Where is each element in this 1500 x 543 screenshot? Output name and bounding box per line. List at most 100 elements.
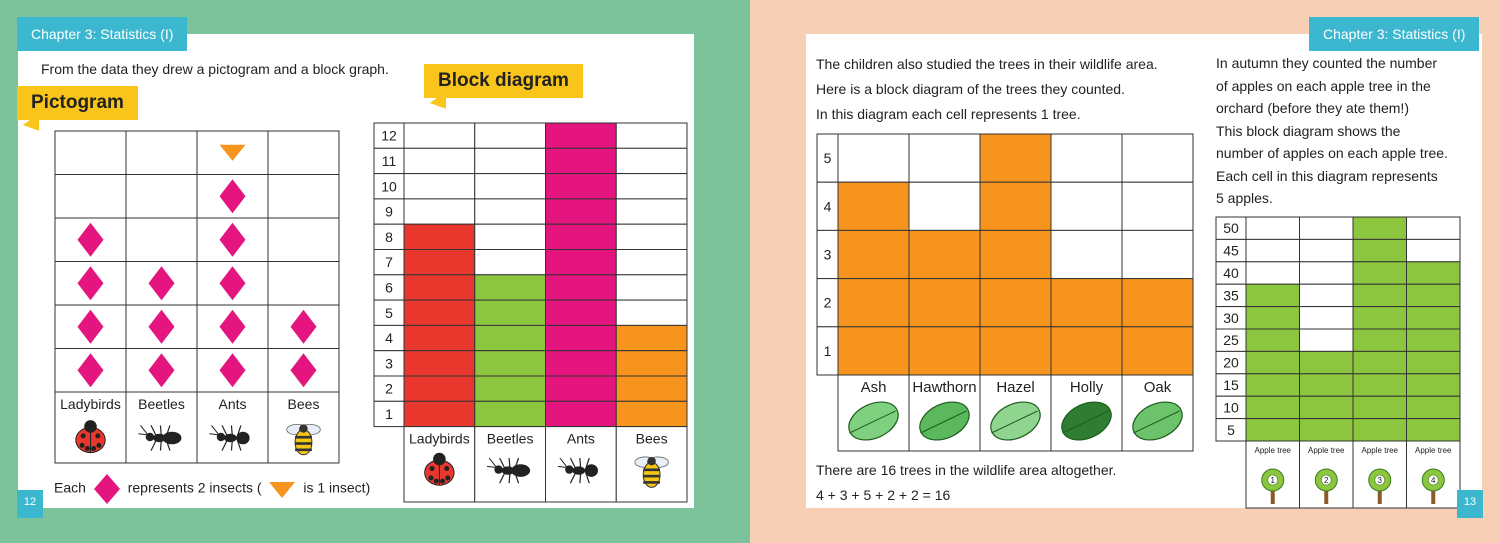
bee-icon (286, 423, 321, 456)
leg (584, 457, 590, 471)
leg (221, 425, 229, 439)
pictogram-cell (267, 261, 340, 306)
tree-number: 1 (1271, 476, 1276, 485)
leg (513, 470, 520, 484)
y-tick-label: 45 (1223, 243, 1239, 259)
bar-cell (545, 122, 617, 149)
tree-block-diagram: 5 4 3 2 1 Ash Hawthorn Hazel Holly Oak (816, 133, 1194, 452)
bar-cell (545, 249, 617, 276)
tree-intro-line: Here is a block diagram of the trees the… (816, 81, 1125, 97)
leg (569, 457, 578, 471)
ladybird-head (433, 452, 446, 466)
bar-cell (1245, 306, 1300, 330)
bar-cell (545, 400, 617, 428)
bar-cell (615, 350, 688, 377)
bar-cell (545, 198, 617, 225)
bar-cell (979, 181, 1052, 231)
axis-cell (373, 299, 405, 326)
leaf-vein (920, 410, 967, 434)
bar-cell (545, 223, 617, 250)
apple-intro-line: Each cell in this diagram represents (1216, 167, 1438, 184)
Ants-head (216, 432, 226, 442)
bar-cell (1245, 373, 1300, 397)
x-category-label: Hawthorn (912, 379, 976, 396)
empty-cell (474, 147, 546, 175)
pictogram-key: Each represents 2 insects ( is 1 insect) (54, 474, 370, 504)
leaf-vein (1133, 410, 1180, 434)
ladybird-spot (84, 445, 90, 452)
bar-cell (1121, 278, 1194, 328)
empty-cell (403, 122, 476, 149)
bee-stripe (643, 481, 661, 484)
empty-cell (474, 249, 546, 276)
bar-cell (474, 274, 546, 301)
bar-cell (403, 249, 476, 276)
bee-stripe (643, 474, 661, 478)
bar-cell (545, 147, 617, 175)
empty-cell (1245, 216, 1300, 240)
bar-cell (1352, 238, 1407, 263)
tree-number-badge (1267, 474, 1279, 486)
leg (159, 437, 163, 451)
leg (165, 425, 171, 439)
y-tick-label: 5 (1227, 422, 1235, 438)
empty-cell (1121, 133, 1194, 183)
ladybird-spot (428, 475, 434, 481)
bar-cell (545, 350, 617, 377)
bar-cell (545, 274, 617, 301)
bar-cell (1352, 350, 1407, 375)
y-tick-label: 3 (385, 355, 393, 371)
key-represents-label: represents 2 insects ( (127, 479, 262, 496)
empty-cell (474, 122, 546, 149)
y-tick-label: 35 (1223, 287, 1239, 303)
y-tick-label: 20 (1223, 355, 1239, 371)
key-half-label: is 1 insect) (303, 479, 371, 496)
x-category-label: Hazel (996, 379, 1034, 396)
apple-intro-line: orchard (before they ate them!) (1216, 100, 1409, 116)
bar-cell (908, 326, 981, 376)
empty-cell (615, 223, 688, 250)
diamond-icon (219, 266, 246, 301)
bar-cell (979, 326, 1052, 376)
x-category-label: Ants (567, 431, 595, 447)
apple-intro-line: 5 apples. (1216, 190, 1273, 206)
leg (499, 457, 507, 471)
y-tick-label: 5 (385, 305, 393, 321)
tree-sum-text: 4 + 3 + 5 + 2 + 2 = 16 (816, 487, 951, 503)
pictogram-cell (267, 174, 340, 219)
ant-icon (209, 425, 250, 451)
bar-cell (615, 400, 688, 428)
Ants-head (565, 465, 574, 474)
y-tick-label: 50 (1223, 220, 1239, 236)
diamond-icon (290, 353, 317, 388)
axis-cell (373, 122, 405, 149)
bar-cell (474, 299, 546, 326)
bar-cell (403, 324, 476, 352)
diamond-icon (148, 309, 175, 344)
pictogram-category-label: Bees (288, 396, 320, 412)
bar-cell (1245, 350, 1300, 375)
bar-cell (1245, 418, 1300, 442)
y-tick-label: 8 (385, 229, 393, 245)
bar-cell (1121, 326, 1194, 376)
antenna (486, 465, 497, 468)
bar-cell (1352, 306, 1407, 330)
bee-stripe (643, 468, 661, 472)
bar-cell (615, 375, 688, 402)
empty-cell (615, 249, 688, 276)
bar-cell (403, 350, 476, 377)
Ants-thorax (572, 466, 586, 475)
empty-cell (615, 122, 688, 149)
diamond-icon (77, 266, 104, 301)
tree-total-text: There are 16 trees in the wildlife area … (816, 462, 1117, 478)
bar-cell (837, 181, 910, 231)
bee-icon (634, 456, 669, 488)
empty-cell (1245, 238, 1300, 263)
bar-cell (1352, 373, 1407, 397)
leg (569, 470, 578, 484)
pictogram-banner: Pictogram (17, 86, 138, 120)
bar-cell (837, 229, 910, 280)
empty-cell (1050, 229, 1123, 280)
y-tick-label: 3 (824, 247, 832, 263)
bar-cell (474, 400, 546, 428)
